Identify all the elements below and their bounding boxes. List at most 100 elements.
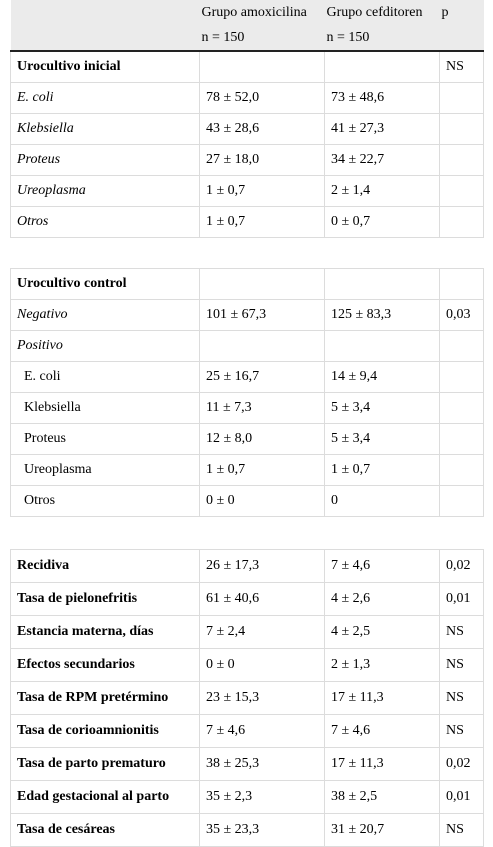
value-cell: NS: [439, 614, 484, 649]
table-row: Proteus 12 ± 8,0 5 ± 3,4: [10, 422, 484, 455]
value-cell: 31 ± 20,7: [324, 812, 440, 847]
value-cell: 0,01: [439, 779, 484, 814]
header-cell: [10, 25, 200, 52]
row-label: Tasa de RPM pretérmino: [10, 680, 200, 715]
value-cell: [439, 360, 484, 393]
row-label: E. coli: [10, 360, 200, 393]
value-cell: 4 ± 2,5: [324, 614, 440, 649]
table-row: Urocultivo control: [10, 267, 484, 300]
row-label: Urocultivo inicial: [10, 50, 200, 83]
header-cell: [439, 25, 484, 52]
value-cell: 5 ± 3,4: [324, 422, 440, 455]
value-cell: [324, 329, 440, 362]
table-row: Tasa de cesáreas 35 ± 23,3 31 ± 20,7 NS: [10, 812, 484, 847]
value-cell: [439, 143, 484, 176]
value-cell: [324, 50, 440, 83]
value-cell: 34 ± 22,7: [324, 143, 440, 176]
table-row: Estancia materna, días 7 ± 2,4 4 ± 2,5 NS: [10, 614, 484, 649]
value-cell: 0: [324, 484, 440, 517]
value-cell: 27 ± 18,0: [199, 143, 325, 176]
value-cell: 5 ± 3,4: [324, 391, 440, 424]
value-cell: NS: [439, 713, 484, 748]
value-cell: [199, 50, 325, 83]
table-row: Positivo: [10, 329, 484, 362]
value-cell: 0,02: [439, 548, 484, 583]
row-label: Efectos secundarios: [10, 647, 200, 682]
value-cell: 0,03: [439, 298, 484, 331]
value-cell: 7 ± 4,6: [324, 548, 440, 583]
table-row: Tasa de parto prematuro 38 ± 25,3 17 ± 11,…: [10, 746, 484, 781]
value-cell: 41 ± 27,3: [324, 112, 440, 145]
value-cell: 73 ± 48,6: [324, 81, 440, 114]
value-cell: 17 ± 11,3: [324, 680, 440, 715]
value-cell: 7 ± 2,4: [199, 614, 325, 649]
column-label: p: [439, 0, 484, 25]
value-cell: 23 ± 15,3: [199, 680, 325, 715]
table-row: Ureoplasma 1 ± 0,7 1 ± 0,7: [10, 453, 484, 486]
value-cell: NS: [439, 812, 484, 847]
value-cell: 14 ± 9,4: [324, 360, 440, 393]
table-row: Ureoplasma 1 ± 0,7 2 ± 1,4: [10, 174, 484, 207]
row-label: Ureoplasma: [10, 174, 200, 207]
value-cell: 26 ± 17,3: [199, 548, 325, 583]
value-cell: [439, 453, 484, 486]
value-cell: [439, 174, 484, 207]
value-cell: 17 ± 11,3: [324, 746, 440, 781]
value-cell: 125 ± 83,3: [324, 298, 440, 331]
row-label: Tasa de corioamnionitis: [10, 713, 200, 748]
value-cell: 38 ± 2,5: [324, 779, 440, 814]
column-n: n = 150: [324, 25, 440, 52]
table-section: Urocultivo inicial NS E. coli 78 ± 52,0 73 ±…: [10, 50, 484, 238]
value-cell: 78 ± 52,0: [199, 81, 325, 114]
value-cell: 0 ± 0: [199, 647, 325, 682]
table-row: Negativo 101 ± 67,3 125 ± 83,3 0,03: [10, 298, 484, 331]
row-label: Otros: [10, 205, 200, 238]
value-cell: 11 ± 7,3: [199, 391, 325, 424]
value-cell: 7 ± 4,6: [199, 713, 325, 748]
value-cell: 0 ± 0: [199, 484, 325, 517]
value-cell: [439, 81, 484, 114]
value-cell: 0,01: [439, 581, 484, 616]
table-row: Tasa de pielonefritis 61 ± 40,6 4 ± 2,6 0,0…: [10, 581, 484, 616]
table-row: Urocultivo inicial NS: [10, 50, 484, 83]
value-cell: 2 ± 1,3: [324, 647, 440, 682]
table-row: E. coli 78 ± 52,0 73 ± 48,6: [10, 81, 484, 114]
row-label: Proteus: [10, 422, 200, 455]
table-row: Edad gestacional al parto 35 ± 2,3 38 ± 2,…: [10, 779, 484, 814]
value-cell: NS: [439, 50, 484, 83]
page: Grupo amoxicilina Grupo cefditoren p n =…: [10, 0, 484, 847]
value-cell: NS: [439, 680, 484, 715]
row-label: Tasa de pielonefritis: [10, 581, 200, 616]
value-cell: [439, 484, 484, 517]
spacer-cell: [10, 236, 484, 269]
value-cell: 1 ± 0,7: [199, 174, 325, 207]
value-cell: [439, 205, 484, 238]
value-cell: 25 ± 16,7: [199, 360, 325, 393]
table-header: Grupo amoxicilina Grupo cefditoren p n =…: [10, 0, 484, 52]
column-label: Grupo cefditoren: [324, 0, 440, 25]
table-row: Proteus 27 ± 18,0 34 ± 22,7: [10, 143, 484, 176]
header-row: n = 150 n = 150: [10, 25, 484, 52]
value-cell: 12 ± 8,0: [199, 422, 325, 455]
value-cell: [439, 422, 484, 455]
table-row: E. coli 25 ± 16,7 14 ± 9,4: [10, 360, 484, 393]
row-label: Tasa de parto prematuro: [10, 746, 200, 781]
row-label: Klebsiella: [10, 112, 200, 145]
results-table: Grupo amoxicilina Grupo cefditoren p n =…: [10, 0, 484, 847]
row-label: Positivo: [10, 329, 200, 362]
table-row: Recidiva 26 ± 17,3 7 ± 4,6 0,02: [10, 548, 484, 583]
value-cell: 7 ± 4,6: [324, 713, 440, 748]
spacer-row: [10, 236, 484, 269]
row-label: Otros: [10, 484, 200, 517]
value-cell: 101 ± 67,3: [199, 298, 325, 331]
spacer-row: [10, 515, 484, 550]
table-row: Klebsiella 11 ± 7,3 5 ± 3,4: [10, 391, 484, 424]
spacer-cell: [10, 515, 484, 550]
row-label: Negativo: [10, 298, 200, 331]
header-row: Grupo amoxicilina Grupo cefditoren p: [10, 0, 484, 25]
table-section: Urocultivo control Negativo 101 ± 67,3 125 …: [10, 236, 484, 517]
value-cell: [439, 329, 484, 362]
value-cell: [439, 112, 484, 145]
